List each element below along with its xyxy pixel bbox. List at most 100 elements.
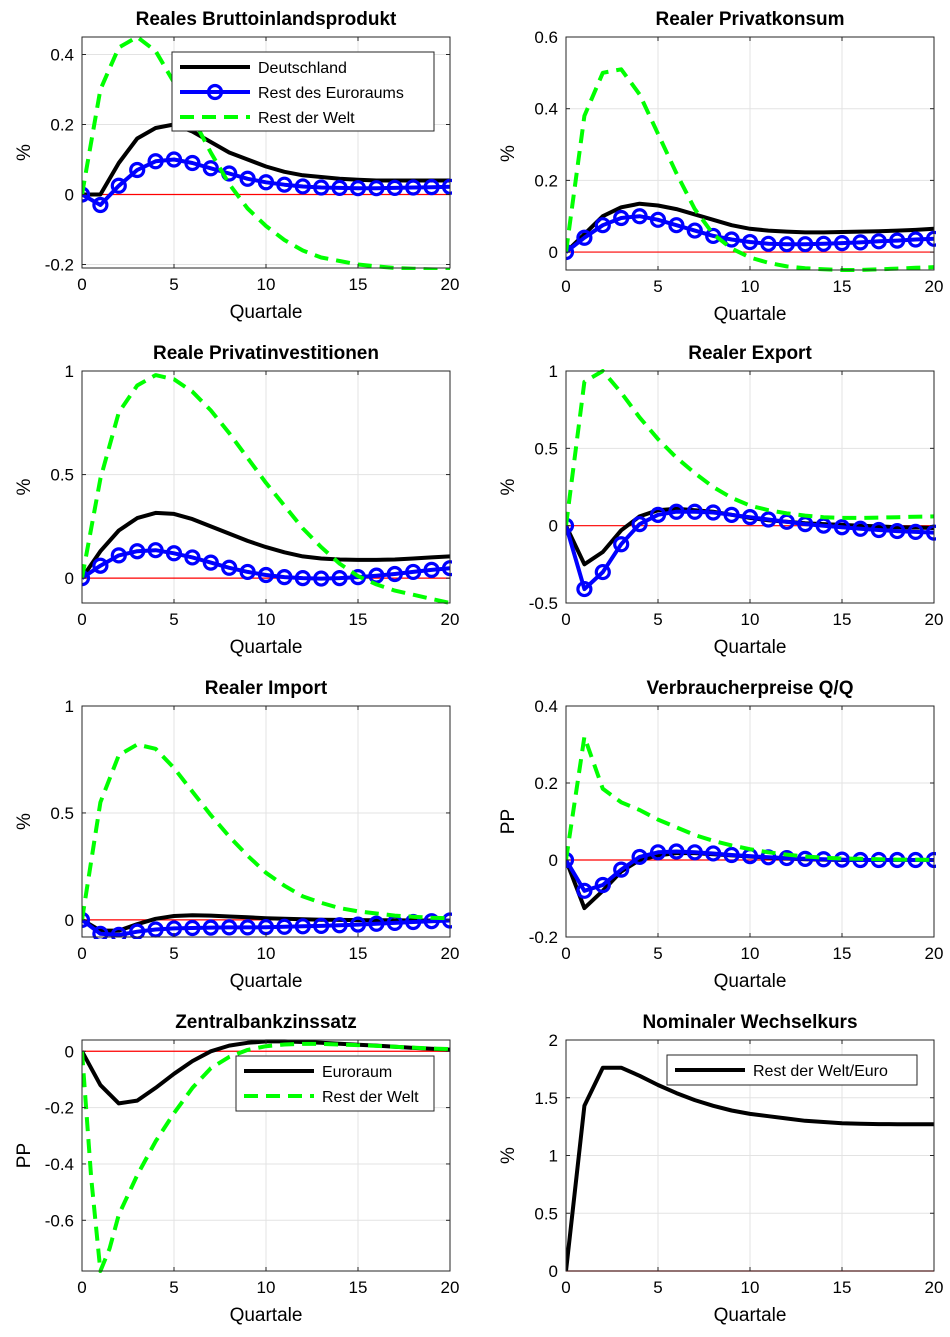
data-point [313,917,330,934]
legend-label: Rest der Welt [258,110,355,127]
x-tick-label: 0 [561,277,570,296]
data-point [613,209,630,227]
x-tick-label: 15 [349,275,368,294]
data-point [386,565,403,583]
y-axis-label: % [14,144,35,161]
data-point [797,236,814,253]
data-point [82,911,91,928]
x-tick-label: 10 [741,610,760,629]
x-tick-label: 10 [257,944,276,963]
x-tick-label: 0 [77,944,86,963]
data-point [276,918,293,935]
y-tick-label: 0 [65,911,74,930]
series-group [82,35,452,270]
x-axis-label: Quartale [714,1305,787,1326]
series-group [566,734,936,911]
data-point [797,516,814,533]
data-point [239,563,256,581]
y-tick-label: 1 [549,362,558,381]
chart-title: Reale Privatinvestitionen [153,343,379,364]
y-tick-label: 0.4 [50,46,74,65]
series-line-3 [82,35,451,270]
data-point [129,923,146,939]
data-point [239,919,256,936]
chart-panel-2: 0 5 10 15 20 0 0.2 0.4 0.6 Realer Privatkonsum Qua… [498,9,943,325]
legend-box [666,1054,918,1086]
data-point [870,521,887,539]
data-point [165,545,183,562]
x-tick-label: 10 [741,277,760,296]
data-point [129,161,146,179]
data-point [723,846,740,864]
chart-title: Realer Import [205,678,328,699]
legend-box [235,1055,435,1112]
x-tick-label: 20 [925,944,944,963]
x-tick-label: 20 [441,1278,460,1297]
series-line-1 [566,201,935,254]
y-tick-label: -0.6 [45,1211,74,1230]
data-point [294,178,311,195]
x-axis-label: Quartale [230,302,303,323]
data-point [147,542,164,559]
y-tick-label: 1.5 [534,1089,558,1108]
legend-label: Euroraum [322,1064,392,1081]
legend: Rest der Welt/Euro [666,1054,918,1086]
chart-title: Reales Bruttoinlandsprodukt [136,9,397,30]
data-point [313,179,330,196]
series-line-3 [82,373,451,605]
x-tick-label: 20 [441,275,460,294]
x-tick-label: 0 [77,1278,86,1297]
data-point [221,919,238,936]
data-point [649,211,667,228]
data-point [668,843,685,860]
x-tick-label: 0 [561,1278,570,1297]
data-point [349,180,367,197]
data-point [129,543,146,560]
data-point [276,569,293,586]
data-point [594,876,611,894]
data-point [649,844,667,861]
x-tick-label: 5 [169,610,178,629]
x-tick-label: 15 [833,1278,852,1297]
legend-label: Deutschland [258,60,347,77]
series-group [566,369,936,598]
chart-title: Realer Privatkonsum [655,9,844,30]
y-axis-label: % [14,813,35,830]
x-tick-label: 15 [833,610,852,629]
x-tick-label: 10 [257,610,276,629]
data-point [760,235,777,252]
data-point [349,916,367,933]
x-tick-label: 5 [653,277,662,296]
data-point [705,227,722,245]
data-point [566,851,575,869]
data-point [313,570,330,587]
chart-panel-8: 0 5 10 15 20 0 0.5 1 1.5 2 Nominaler Wechselkurs Qu… [498,1012,943,1326]
data-point [405,179,422,196]
y-tick-label: 0.2 [534,171,558,190]
data-point [368,915,385,932]
data-point [423,179,440,196]
y-tick-label: 0.5 [50,466,74,485]
data-point [889,232,906,249]
data-point [184,919,201,937]
series-line-1 [82,122,450,197]
y-tick-label: -0.2 [45,256,74,275]
data-point [741,233,759,251]
x-tick-label: 5 [169,944,178,963]
y-tick-label: -0.4 [45,1155,74,1174]
data-point [778,849,795,867]
data-point [92,925,109,939]
data-point [82,186,91,203]
x-axis-label: Quartale [714,971,787,992]
data-point [294,918,311,935]
y-tick-label: 0 [549,517,558,536]
data-point [594,563,611,581]
x-tick-label: 15 [833,944,852,963]
y-axis-label: PP [14,1143,35,1168]
x-tick-label: 15 [349,944,368,963]
data-point [815,235,832,252]
x-tick-label: 15 [349,1278,368,1297]
data-point [423,913,440,930]
x-axis-label: Quartale [714,637,787,658]
